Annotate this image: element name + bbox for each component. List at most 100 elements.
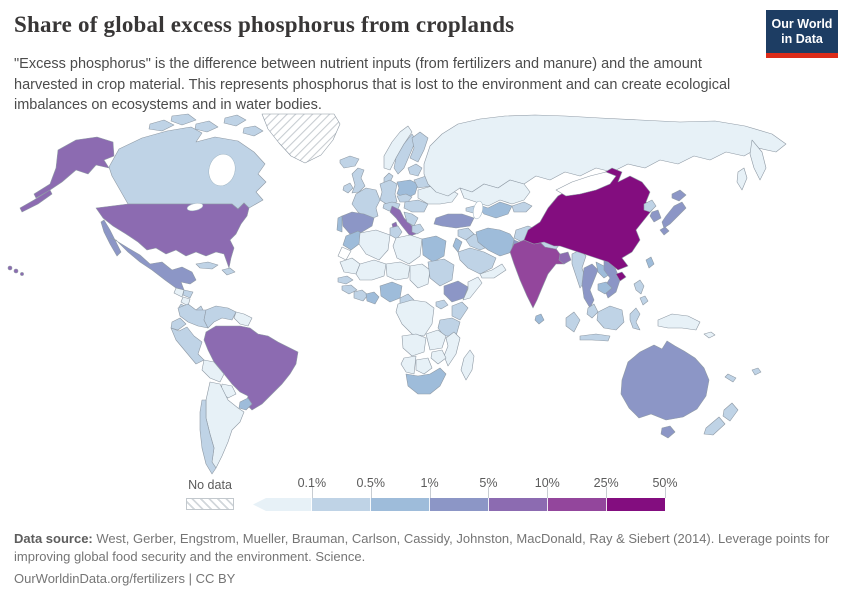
country-china-hainan[interactable] (615, 271, 627, 282)
country-tunisia[interactable] (389, 225, 403, 240)
country-fiji[interactable] (751, 367, 762, 376)
country-india[interactable] (509, 239, 569, 309)
country-usa-aleutians[interactable] (19, 189, 53, 213)
country-australia-tasmania[interactable] (660, 425, 676, 439)
country-algeria[interactable] (358, 229, 391, 261)
country-zambia[interactable] (425, 329, 447, 351)
country-malaysia[interactable] (586, 303, 599, 319)
country-cuba[interactable] (195, 261, 219, 270)
country-laos[interactable] (595, 261, 611, 279)
country-south-korea[interactable] (649, 209, 662, 223)
country-new-zealand-south[interactable] (703, 416, 726, 436)
legend-segment[interactable] (430, 498, 489, 511)
country-baltics[interactable] (407, 163, 423, 177)
country-somalia[interactable] (462, 276, 483, 301)
country-poland[interactable] (396, 179, 419, 199)
legend-segment[interactable] (548, 498, 607, 511)
country-hispaniola[interactable] (221, 267, 236, 276)
country-chad[interactable] (409, 263, 431, 289)
country-peru[interactable] (170, 326, 205, 365)
country-uruguay[interactable] (238, 397, 253, 411)
country-ghana[interactable] (365, 291, 380, 305)
country-czech-slovakia[interactable] (396, 193, 413, 203)
country-guatemala[interactable] (173, 287, 185, 298)
country-italy[interactable] (389, 205, 417, 237)
country-russia-sakhalin[interactable] (736, 167, 748, 191)
country-russia-kamchatka[interactable] (749, 139, 767, 181)
country-mongolia[interactable] (555, 171, 617, 197)
country-usa-hawaii[interactable] (13, 268, 19, 274)
legend-segment[interactable] (253, 498, 312, 511)
country-indonesia-borneo[interactable] (596, 305, 625, 331)
country-usa-alaska[interactable] (33, 136, 115, 199)
country-taiwan[interactable] (645, 256, 655, 269)
country-japan-kyushu[interactable] (659, 226, 670, 236)
country-mexico-baja[interactable] (100, 219, 122, 257)
country-ireland[interactable] (342, 182, 354, 194)
country-egypt[interactable] (421, 235, 447, 263)
country-canada-island[interactable] (242, 125, 264, 137)
country-uk[interactable] (351, 167, 366, 194)
country-spain[interactable] (341, 211, 375, 235)
country-usa-hawaii[interactable] (20, 272, 24, 276)
country-venezuela[interactable] (203, 305, 237, 329)
legend-segment[interactable] (607, 498, 665, 511)
country-indonesia-sulawesi[interactable] (629, 307, 641, 331)
owid-logo[interactable]: Our World in Data (766, 10, 838, 58)
country-uganda[interactable] (435, 299, 449, 310)
legend-segment[interactable] (489, 498, 548, 511)
country-nigeria[interactable] (379, 281, 403, 303)
country-madagascar[interactable] (460, 349, 475, 381)
country-balkans[interactable] (403, 211, 419, 227)
country-papua-new-guinea[interactable] (657, 313, 701, 331)
country-japan-hokkaido[interactable] (671, 189, 687, 202)
country-kyrgyz-tajik[interactable] (511, 201, 533, 213)
country-portugal[interactable] (336, 215, 343, 233)
country-honduras[interactable] (182, 289, 194, 299)
country-canada[interactable] (108, 126, 267, 210)
country-sudan[interactable] (427, 258, 455, 287)
country-kenya[interactable] (451, 301, 469, 321)
country-mozambique[interactable] (443, 331, 461, 367)
country-guyanas[interactable] (233, 311, 253, 327)
country-thailand[interactable] (581, 263, 599, 309)
country-iceland[interactable] (339, 155, 360, 169)
country-new-zealand-north[interactable] (722, 402, 739, 422)
country-germany[interactable] (379, 179, 398, 206)
country-norway[interactable] (383, 125, 413, 171)
legend-segment[interactable] (371, 498, 430, 511)
country-sweden[interactable] (393, 133, 417, 175)
country-yemen-oman[interactable] (479, 263, 507, 279)
country-chile[interactable] (199, 399, 217, 475)
country-senegal[interactable] (337, 275, 354, 285)
country-greenland[interactable] (261, 113, 341, 164)
country-usa[interactable] (95, 202, 250, 269)
country-indonesia-java[interactable] (579, 333, 611, 342)
country-uzbek-turkmen[interactable] (475, 201, 513, 219)
country-bolivia[interactable] (201, 359, 225, 383)
country-finland[interactable] (409, 131, 429, 163)
country-ecuador[interactable] (170, 317, 187, 331)
country-solomon-islands[interactable] (703, 331, 716, 339)
country-hungary-romania[interactable] (403, 199, 429, 213)
country-mexico[interactable] (109, 237, 197, 291)
country-new-caledonia[interactable] (724, 373, 737, 383)
country-libya[interactable] (392, 234, 423, 265)
country-dr-congo[interactable] (395, 299, 435, 337)
country-turkey[interactable] (433, 213, 475, 229)
country-ivory-coast[interactable] (353, 289, 369, 302)
country-mali[interactable] (355, 259, 387, 281)
country-guinea[interactable] (341, 284, 358, 295)
country-usa-hawaii[interactable] (7, 265, 13, 271)
country-greece[interactable] (411, 223, 425, 235)
legend-segment[interactable] (312, 498, 371, 511)
country-namibia[interactable] (400, 355, 417, 375)
country-canada-island[interactable] (148, 119, 175, 132)
country-south-africa[interactable] (405, 367, 447, 395)
country-bangladesh[interactable] (558, 251, 572, 265)
country-philippines[interactable] (633, 279, 645, 295)
country-saudi-arabia[interactable] (457, 247, 497, 275)
country-cambodia[interactable] (597, 281, 613, 295)
country-france[interactable] (351, 187, 381, 221)
country-canada-island[interactable] (223, 114, 247, 127)
